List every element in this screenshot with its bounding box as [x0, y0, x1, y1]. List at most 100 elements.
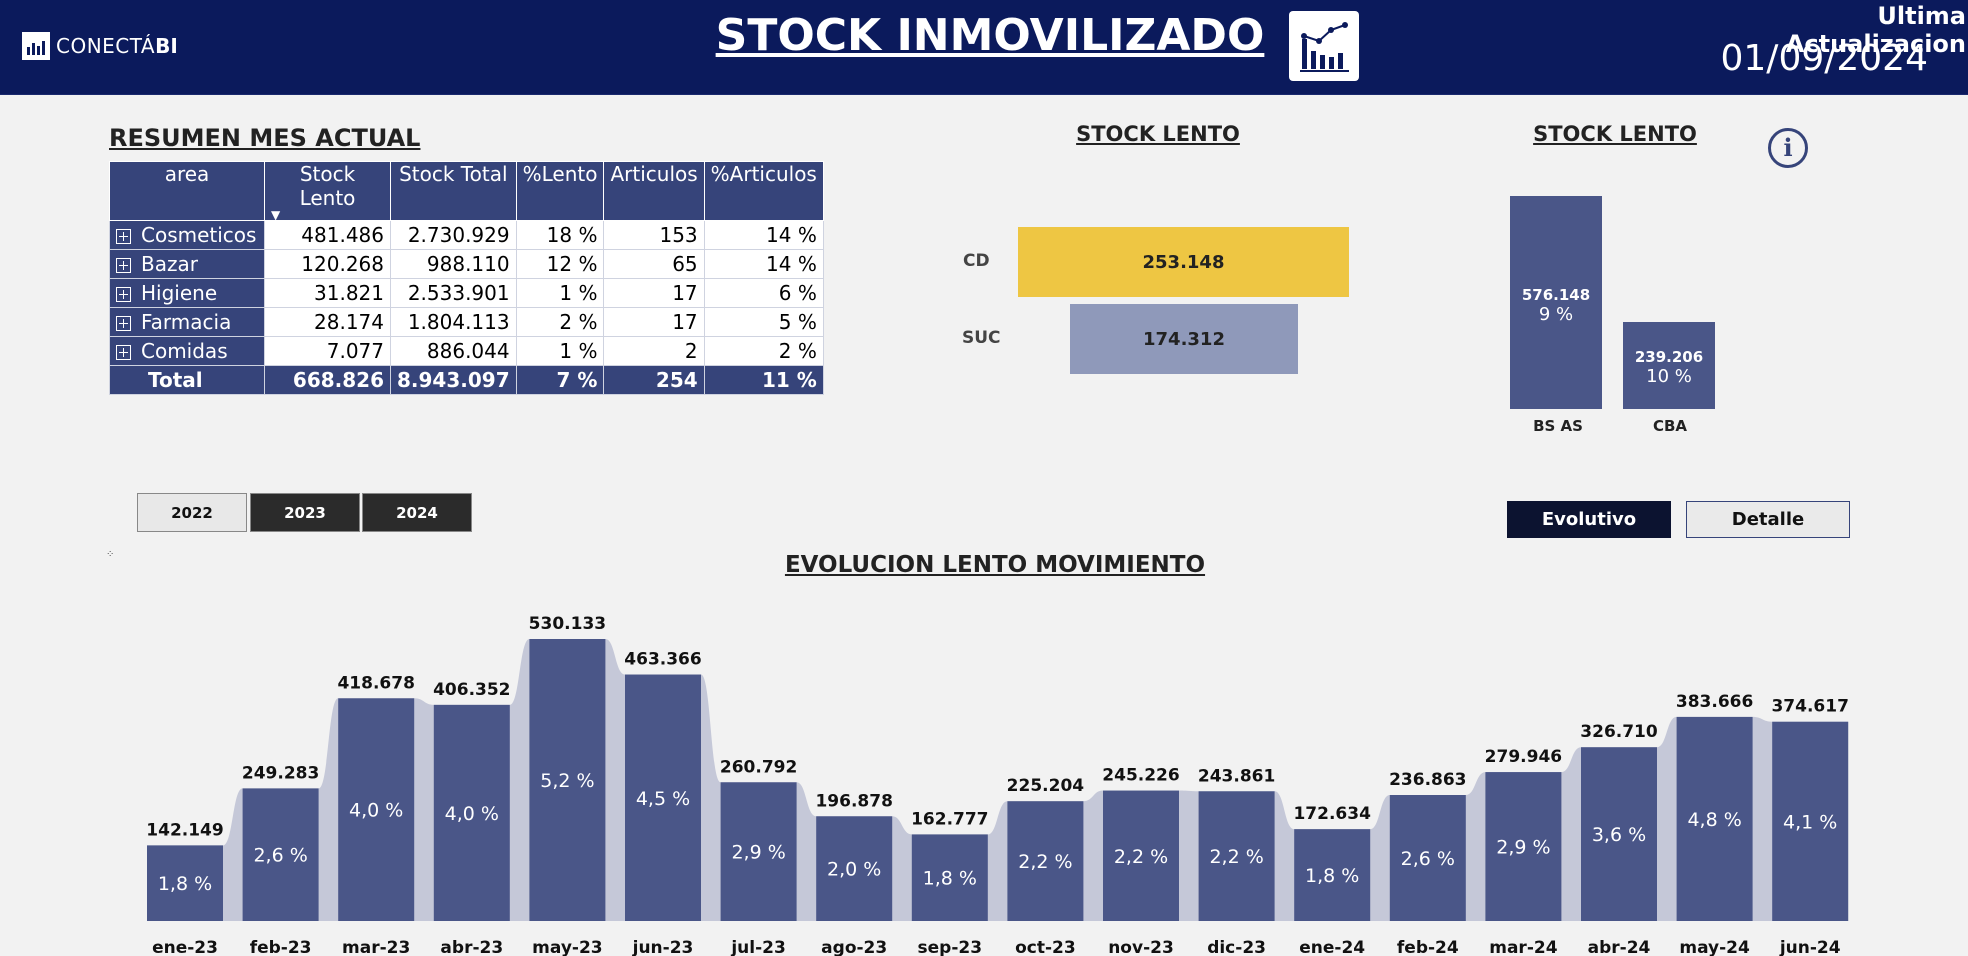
value-label: 260.792	[720, 757, 797, 777]
table-cell: 153	[603, 220, 705, 250]
table-cell: 886.044	[390, 336, 517, 366]
year-button-2024[interactable]: 2024	[362, 493, 472, 532]
category-label: abr-23	[440, 938, 503, 956]
area-label: Comidas	[141, 339, 228, 363]
table-cell: 18 %	[515, 220, 605, 250]
pct-label: 1,8 %	[158, 873, 212, 895]
funnel-label-suc: SUC	[962, 328, 1001, 348]
column-header[interactable]: Articulos	[603, 161, 705, 221]
bar-ene-23[interactable]	[147, 845, 223, 921]
column-header[interactable]: %Lento	[515, 161, 605, 221]
table-row[interactable]: Comidas 7.077 886.044 1 % 2 2 %	[109, 336, 824, 366]
table-row[interactable]: Higiene 31.821 2.533.901 1 % 17 6 %	[109, 278, 824, 308]
value-label: 196.878	[815, 791, 892, 811]
column-header[interactable]: Stock Total	[390, 161, 517, 221]
bar-sep-23[interactable]	[911, 834, 988, 921]
table-cell: 31.821	[264, 278, 391, 308]
table-cell: 2.730.929	[390, 220, 517, 250]
expand-plus-icon[interactable]	[116, 229, 131, 244]
pct-label: 2,6 %	[1401, 848, 1455, 870]
total-cell: 668.826	[264, 365, 391, 395]
value-label: 418.678	[337, 673, 414, 693]
region-value: 576.148	[1521, 286, 1591, 304]
table-cell: 7.077	[264, 336, 391, 366]
funnel-bar-suc[interactable]: 174.312	[1070, 304, 1298, 374]
total-cell: 7 %	[515, 365, 605, 395]
column-header[interactable]: %Articulos	[703, 161, 824, 221]
bar-oct-23[interactable]	[1007, 801, 1084, 921]
column-header-sorted[interactable]: Stock Lento ▼	[264, 161, 391, 222]
table-cell: 28.174	[264, 307, 391, 337]
bar-ago-23[interactable]	[816, 816, 893, 921]
value-label: 279.946	[1485, 747, 1562, 767]
category-label: nov-23	[1108, 938, 1174, 956]
bar-jun-24[interactable]	[1772, 721, 1849, 921]
table-cell: 1.804.113	[390, 307, 517, 337]
logo-text-bold: BI	[155, 34, 178, 58]
bar-jun-23[interactable]	[625, 674, 701, 921]
table-cell: 6 %	[703, 278, 824, 308]
pct-label: 2,2 %	[1018, 851, 1072, 873]
bar-ene-24[interactable]	[1294, 829, 1371, 921]
bar-mar-24[interactable]	[1485, 772, 1562, 921]
area-cell: Bazar	[109, 249, 265, 279]
expand-plus-icon[interactable]	[116, 345, 131, 360]
value-label: 236.863	[1389, 770, 1466, 790]
bar-nov-23[interactable]	[1103, 790, 1179, 921]
bar-may-23[interactable]	[529, 639, 606, 921]
total-cell: 8.943.097	[390, 365, 517, 395]
expand-plus-icon[interactable]	[116, 316, 131, 331]
category-label: mar-24	[1489, 938, 1557, 956]
category-label: sep-23	[918, 938, 983, 956]
logo-icon	[22, 32, 50, 60]
value-label: 530.133	[529, 614, 606, 634]
pct-label: 2,6 %	[253, 845, 307, 867]
page-title: STOCK INMOVILIZADO	[715, 10, 1265, 61]
bar-feb-24[interactable]	[1389, 795, 1466, 921]
region-bar-cba[interactable]: 239.206 10 %	[1623, 322, 1715, 409]
category-label: jun-23	[632, 938, 694, 956]
region-value: 239.206	[1634, 348, 1704, 366]
pct-label: 2,2 %	[1209, 846, 1263, 868]
expand-plus-icon[interactable]	[116, 287, 131, 302]
bar-jul-23[interactable]	[720, 782, 797, 921]
year-button-2022[interactable]: 2022	[137, 493, 247, 532]
bar-may-24[interactable]	[1676, 716, 1753, 921]
evolutivo-button[interactable]: Evolutivo	[1507, 501, 1671, 538]
table-header-row: area Stock Lento ▼ Stock Total %Lento Ar…	[109, 161, 824, 222]
area-cell: Comidas	[109, 336, 265, 366]
table-cell: 1 %	[515, 278, 605, 308]
bar-dic-23[interactable]	[1198, 791, 1275, 921]
sort-desc-icon: ▼	[271, 208, 281, 222]
pct-label: 4,5 %	[636, 788, 690, 810]
table-cell: 14 %	[703, 220, 824, 250]
info-icon[interactable]: i	[1768, 128, 1808, 168]
table-cell: 2	[603, 336, 705, 366]
table-row[interactable]: Cosmeticos 481.486 2.730.929 18 % 153 14 %	[109, 220, 824, 250]
column-header[interactable]: area	[109, 161, 265, 221]
region-bar-bsas[interactable]: 576.148 9 %	[1510, 196, 1602, 409]
expand-plus-icon[interactable]	[116, 258, 131, 273]
table-row[interactable]: Farmacia 28.174 1.804.113 2 % 17 5 %	[109, 307, 824, 337]
value-label: 172.634	[1293, 804, 1371, 824]
year-button-2023[interactable]: 2023	[250, 493, 360, 532]
area-cell: Farmacia	[109, 307, 265, 337]
area-cell: Cosmeticos	[109, 220, 265, 250]
table-cell: 5 %	[703, 307, 824, 337]
bar-abr-23[interactable]	[433, 704, 510, 921]
category-label: jul-23	[730, 938, 785, 956]
table-row[interactable]: Bazar 120.268 988.110 12 % 65 14 %	[109, 249, 824, 279]
bar-abr-24[interactable]	[1581, 747, 1657, 921]
bar-feb-23[interactable]	[242, 788, 319, 921]
column-header-label: Stock Lento	[299, 162, 356, 210]
funnel-bar-cd[interactable]: 253.148	[1018, 227, 1349, 297]
line-bar-chart-icon	[1289, 11, 1359, 81]
region-pct: 9 %	[1538, 304, 1574, 325]
pct-label: 4,8 %	[1687, 809, 1741, 831]
funnel-value: 253.148	[1142, 251, 1225, 273]
table-cell: 65	[603, 249, 705, 279]
table-cell: 1 %	[515, 336, 605, 366]
detalle-button[interactable]: Detalle	[1686, 501, 1850, 538]
bar-mar-23[interactable]	[338, 698, 415, 921]
value-label: 406.352	[433, 680, 510, 700]
